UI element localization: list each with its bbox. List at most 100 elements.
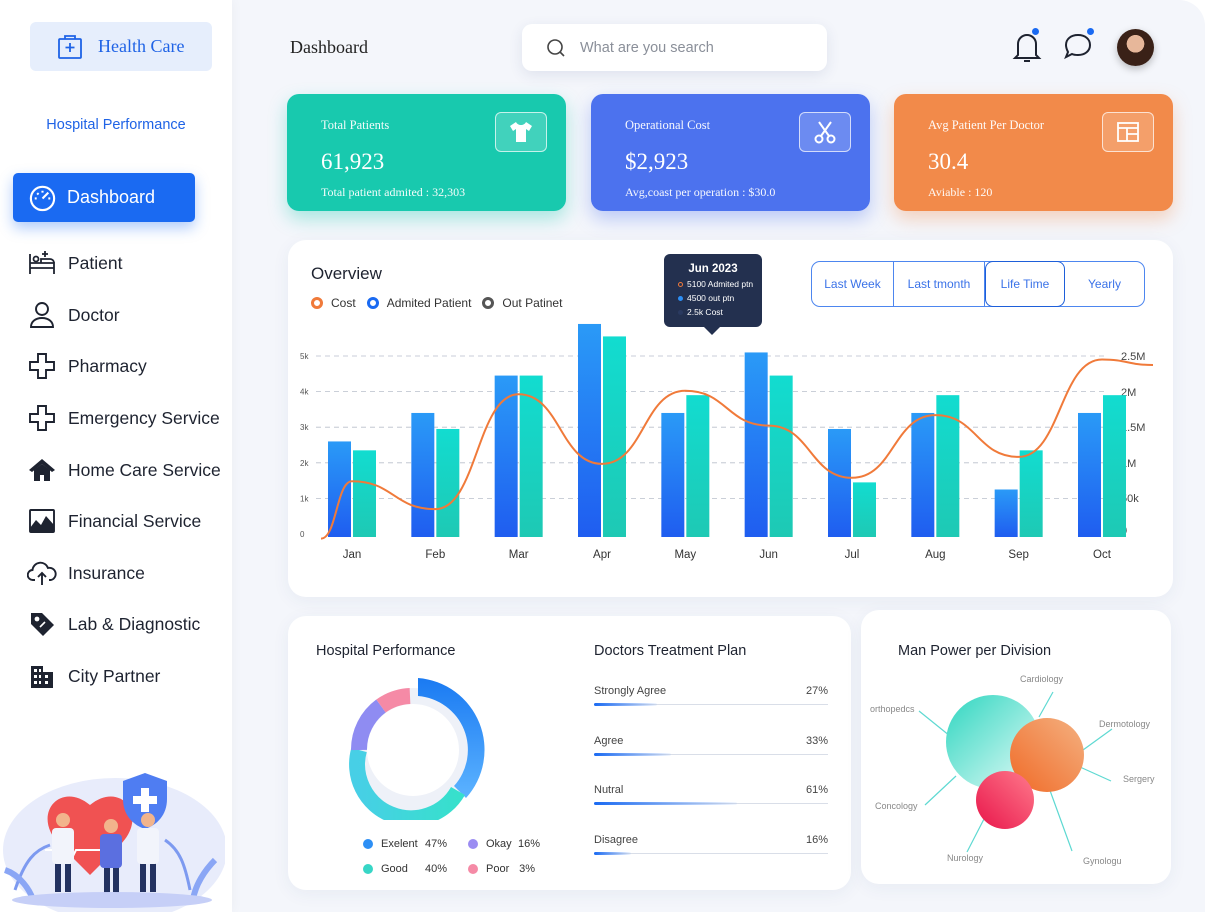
plan-row-nutral: Nutral 61% bbox=[594, 784, 828, 805]
time-range-tabs: Last Week Last tmonth Life Time Yearly bbox=[811, 261, 1145, 307]
plan-label: Disagree bbox=[594, 834, 639, 846]
search-icon bbox=[547, 38, 565, 57]
legend-label: Okay bbox=[486, 838, 512, 850]
x-tick-label: Oct bbox=[1093, 549, 1112, 561]
sidebar-item-label: Financial Service bbox=[68, 510, 202, 531]
message-dot bbox=[1087, 28, 1094, 35]
legend-value: 16% bbox=[517, 838, 540, 850]
tab-last-month[interactable]: Last tmonth bbox=[894, 262, 985, 306]
sidebar-item-pharmacy[interactable]: Pharmacy bbox=[26, 349, 147, 383]
sidebar-item-label: Emergency Service bbox=[68, 407, 220, 428]
division-label-orthopedcs: orthopedcs bbox=[870, 704, 915, 714]
bubble-concology[interactable] bbox=[976, 771, 1034, 829]
plan-value: 27% bbox=[805, 685, 828, 697]
stat-card-operational-cost: Operational Cost $2,923 Avg,coast per op… bbox=[591, 94, 870, 211]
donut-slice-good[interactable] bbox=[349, 747, 465, 820]
sidebar-item-label: Patient bbox=[68, 252, 123, 273]
donut-slice-exelent[interactable] bbox=[418, 678, 485, 798]
bar-out-sep bbox=[1019, 450, 1043, 537]
bar-out-oct bbox=[1103, 395, 1126, 537]
sidebar-item-insurance[interactable]: Insurance bbox=[26, 556, 145, 590]
tab-life-time[interactable]: Life Time bbox=[985, 261, 1065, 307]
legend-label: Poor bbox=[486, 863, 510, 875]
sidebar-item-label: Lab & Diagnostic bbox=[68, 613, 201, 634]
donut-slice-okay[interactable] bbox=[350, 699, 387, 751]
performance-panel: Hospital Performance Exelent 47% Good 40% … bbox=[288, 616, 851, 890]
plan-label: Agree bbox=[594, 735, 624, 747]
sidebar-item-financial-service[interactable]: Financial Service bbox=[26, 504, 201, 538]
card-sub: Avg,coast per operation : $30.0 bbox=[625, 185, 776, 199]
page-title: Dashboard bbox=[290, 37, 368, 57]
legend-label: Good bbox=[381, 863, 408, 875]
x-tick-label: Apr bbox=[593, 549, 611, 561]
overview-chart: 01k2k3k4k5k050k1M1.5M2M2.5MJanFebMarAprM… bbox=[300, 323, 1154, 561]
x-tick-label: Mar bbox=[509, 549, 529, 561]
legend-label: Exelent bbox=[381, 838, 418, 850]
bar-admited-jul bbox=[828, 428, 851, 537]
sidebar-item-label: Pharmacy bbox=[68, 355, 147, 376]
plan-bar bbox=[594, 753, 672, 756]
brand-logo[interactable]: Health Care bbox=[30, 22, 212, 71]
speedometer-icon bbox=[29, 185, 56, 212]
sidebar-item-emergency-service[interactable]: Emergency Service bbox=[26, 401, 220, 435]
bar-out-jan bbox=[353, 450, 376, 537]
performance-donut bbox=[349, 678, 485, 820]
bar-out-apr bbox=[603, 336, 626, 537]
search-bar[interactable] bbox=[522, 24, 827, 71]
sidebar-item-home-care-service[interactable]: Home Care Service bbox=[26, 453, 221, 487]
overview-title: Overview bbox=[311, 264, 382, 283]
plan-value: 61% bbox=[805, 784, 828, 796]
legend-marker bbox=[366, 297, 379, 309]
plan-value: 16% bbox=[805, 834, 828, 846]
legend-item-okay: Okay 16% bbox=[468, 838, 540, 850]
sidebar-item-label: Insurance bbox=[68, 562, 145, 583]
card-label: Total Patients bbox=[321, 118, 390, 132]
tooltip-row-text: 4500 out ptn bbox=[687, 293, 735, 303]
x-tick-label: Feb bbox=[425, 549, 445, 561]
notifications-button[interactable] bbox=[1010, 28, 1044, 64]
search-input[interactable] bbox=[580, 39, 800, 56]
overview-panel: 01k2k3k4k5k050k1M1.5M2M2.5MJanFebMarAprM… bbox=[288, 240, 1173, 597]
legend-item-cost[interactable]: Cost bbox=[311, 296, 356, 310]
bar-out-may bbox=[686, 395, 710, 537]
x-tick-label: Jul bbox=[845, 549, 860, 561]
tab-yearly[interactable]: Yearly bbox=[1088, 277, 1121, 291]
card-sub: Total patient admited : 32,303 bbox=[321, 185, 466, 199]
division-label-cardiology: Cardiology bbox=[1020, 674, 1064, 684]
donut-slice-poor[interactable] bbox=[376, 688, 411, 713]
tooltip-row: 5100 Admited ptn bbox=[678, 279, 762, 289]
legend-item-admited-patient[interactable]: Admited Patient bbox=[366, 296, 471, 310]
bar-admited-oct bbox=[1078, 412, 1101, 537]
division-label-dermotology: Dermotology bbox=[1099, 719, 1151, 729]
x-tick-label: Jun bbox=[759, 549, 778, 561]
tooltip-row-text: 2.5k Cost bbox=[687, 307, 723, 317]
sidebar: Health Care Hospital Performance Dashboa… bbox=[0, 0, 232, 912]
sidebar-item-lab-diagnostic[interactable]: Lab & Diagnostic bbox=[26, 607, 200, 641]
hospital-performance-title: Hospital Performance bbox=[316, 643, 456, 659]
legend-item-good: Good 40% bbox=[363, 863, 447, 875]
brand-name: Health Care bbox=[98, 36, 185, 56]
y-tick-label: 1k bbox=[300, 494, 309, 503]
sidebar-item-label: City Partner bbox=[68, 665, 161, 686]
x-tick-label: May bbox=[674, 549, 696, 561]
tooltip-row: 4500 out ptn bbox=[678, 293, 762, 303]
division-label-sergery: Sergery bbox=[1123, 774, 1155, 784]
sidebar-item-dashboard[interactable]: Dashboard bbox=[13, 173, 195, 222]
avatar[interactable] bbox=[1117, 29, 1154, 66]
sidebar-item-city-partner[interactable]: City Partner bbox=[26, 659, 160, 693]
bubble-dermotology[interactable] bbox=[1010, 718, 1084, 792]
bar-out-aug bbox=[936, 395, 960, 537]
legend-item-out-patient[interactable]: Out Patinet bbox=[482, 296, 562, 310]
legend-marker bbox=[311, 297, 323, 309]
bar-admited-aug bbox=[911, 412, 935, 537]
stat-card-avg-patient-per-doctor: Avg Patient Per Doctor 30.4 Aviable : 12… bbox=[894, 94, 1173, 211]
layout-icon bbox=[1102, 112, 1154, 152]
sidebar-item-doctor[interactable]: Doctor bbox=[26, 298, 120, 332]
card-value: $2,923 bbox=[625, 149, 689, 174]
messages-button[interactable] bbox=[1061, 28, 1095, 64]
sidebar-item-patient[interactable]: Patient bbox=[26, 246, 122, 280]
tab-last-week[interactable]: Last Week bbox=[812, 262, 894, 306]
plan-bar bbox=[594, 703, 658, 706]
y-tick-label: 4k bbox=[300, 388, 309, 397]
plan-bar bbox=[594, 802, 737, 805]
